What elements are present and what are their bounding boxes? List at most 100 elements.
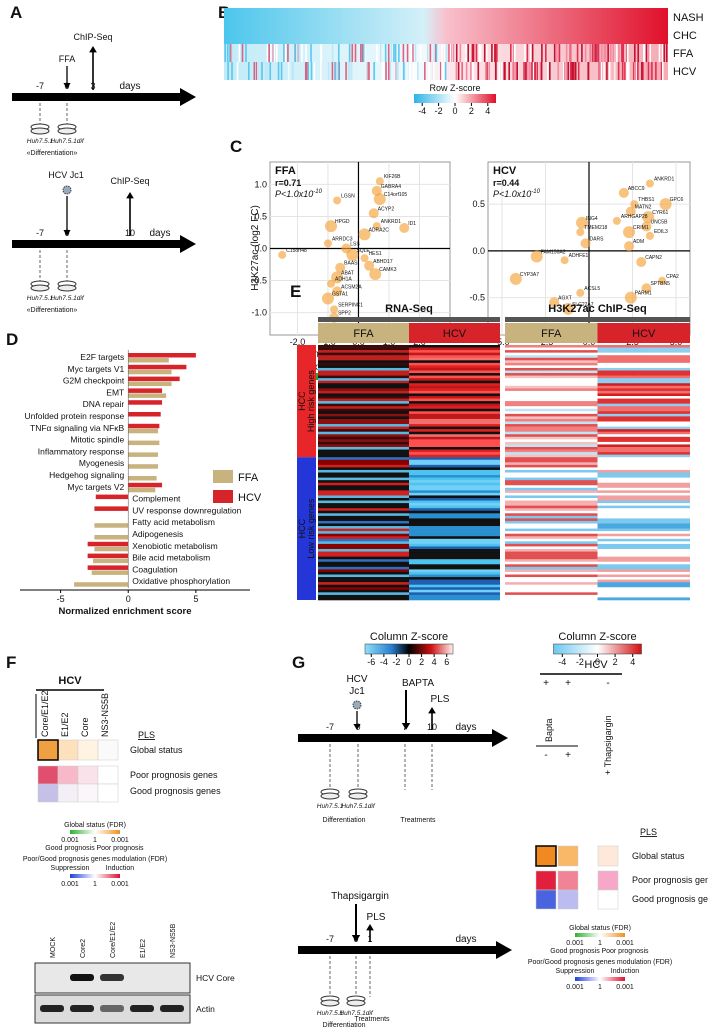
heatmap-cell (505, 518, 598, 522)
heatmap-cell (318, 480, 409, 483)
drug: BAPTA (402, 678, 434, 689)
heatmap-stripe (658, 44, 661, 62)
heatmap-cell (597, 421, 690, 425)
group-label: HCV (584, 659, 608, 671)
heatmap-stripe (331, 44, 334, 62)
heatmap-cell (597, 582, 690, 585)
heatmap-stripe (301, 44, 303, 62)
heatmap-stripe (348, 62, 351, 80)
blot-band (40, 1005, 64, 1012)
heatmap-cell (409, 482, 500, 486)
drug: Thapsigargin (331, 891, 389, 902)
arrow-head (428, 707, 436, 714)
heatmap-cell (318, 597, 409, 601)
heatmap-cell (409, 582, 500, 585)
cell-outline (535, 845, 557, 867)
colorbar-label: 4 (630, 657, 635, 667)
cell-label: Huh7.5.1dif (50, 138, 84, 145)
heatmap-stripe (277, 62, 280, 80)
bar (128, 358, 169, 363)
legend-end: Suppression (556, 968, 595, 975)
bar (87, 565, 129, 570)
column-header (505, 323, 598, 343)
legend-title: Global status (FDR) (64, 822, 126, 829)
heatmap-cell (505, 505, 598, 509)
legend-tick: 0.001 (566, 984, 584, 991)
heatmap-cell (597, 398, 690, 402)
heatmap-cell (409, 352, 500, 356)
gene-label: ABHD17 (373, 259, 393, 265)
heatmap-stripe (570, 44, 572, 62)
colorbar-label: -6 (367, 657, 375, 667)
gene-label: SPTBN5 (650, 281, 670, 287)
group-bar (297, 345, 316, 458)
heatmap-cell (318, 495, 409, 499)
heatmap-stripe (364, 44, 366, 62)
heatmap-stripe (376, 44, 378, 62)
heatmap-cell (597, 520, 690, 524)
heatmap-stripe (494, 44, 496, 62)
heatmap-cell (318, 490, 409, 494)
timeline-tick: -7 (326, 934, 334, 944)
heatmap-cell (597, 426, 690, 430)
category-label: Complement (132, 494, 181, 504)
colorbar-label: -4 (418, 106, 426, 116)
group-label: Low risk genes (306, 498, 316, 559)
bar (128, 482, 163, 488)
header-bar (505, 317, 690, 322)
gene-label: ING4 (586, 216, 598, 222)
heatmap-stripe (409, 62, 411, 80)
legend-gradient (70, 830, 120, 834)
heatmap-cell (597, 536, 690, 540)
legend-tick: 1 (598, 940, 602, 947)
heatmap-cell (318, 538, 409, 542)
timeline-arrow (298, 734, 492, 742)
heatmap-stripe (283, 44, 285, 62)
heatmap-cell (409, 360, 500, 364)
heatmap-cell (318, 452, 409, 455)
heatmap-stripe (319, 62, 322, 80)
heatmap-cell (409, 367, 500, 371)
heatmap-cell (505, 452, 598, 455)
matrix-cell (57, 739, 79, 761)
heatmap-cell (409, 541, 500, 545)
heatmap-stripe (406, 44, 409, 62)
heatmap-cell (505, 375, 598, 379)
point (562, 302, 575, 315)
heatmap-stripe (273, 44, 276, 62)
heatmap-cell (409, 469, 500, 473)
y-axis-label: H3K27ac (log2 FC) (250, 205, 261, 291)
heatmap-stripe (284, 44, 287, 62)
gene-label: LGSN (341, 193, 355, 199)
heatmap-cell (409, 362, 500, 366)
heatmap-stripe (587, 62, 590, 80)
heatmap-cell (597, 469, 690, 473)
cell-label: Huh7.5.1 (27, 138, 54, 145)
arrow-head (353, 724, 361, 730)
heatmap-cell (409, 490, 500, 494)
heatmap-cell (597, 480, 690, 483)
heatmap-stripe (598, 44, 601, 62)
note: Differentiation (322, 1022, 365, 1029)
readout: PLS (431, 694, 450, 705)
gene-label: ANKRD1 (654, 177, 675, 183)
header-bar (318, 317, 500, 322)
legend-tick: 0.001 (111, 837, 129, 844)
heatmap-stripe (471, 44, 474, 62)
heatmap-stripe (402, 62, 405, 80)
heatmap-cell (318, 528, 409, 532)
point (325, 220, 338, 233)
heatmap-cell (505, 536, 598, 540)
bar (128, 487, 156, 493)
heatmap-cell (318, 526, 409, 529)
gene-label: GSTA1 (332, 291, 348, 297)
heatmap-stripe (313, 62, 316, 80)
heatmap-cell (597, 459, 690, 463)
heatmap-cell (318, 426, 409, 430)
heatmap-cell (505, 526, 598, 529)
heatmap-cell (505, 487, 598, 491)
heatmap-cell (409, 543, 500, 547)
legend-tick: 0.001 (616, 940, 634, 947)
heatmap-stripe (381, 62, 384, 80)
heatmap-stripe (452, 44, 455, 62)
